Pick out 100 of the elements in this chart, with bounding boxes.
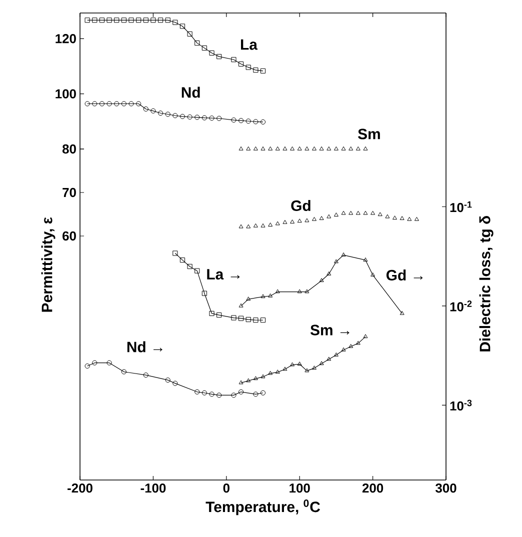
point — [202, 390, 207, 396]
point — [268, 370, 273, 375]
point — [282, 146, 288, 150]
point — [158, 110, 164, 116]
point — [99, 18, 104, 23]
point — [238, 316, 244, 321]
y-tick-label: 80 — [62, 144, 76, 154]
point — [209, 116, 214, 121]
point — [297, 362, 302, 366]
x-tick-label: -100 — [140, 484, 166, 493]
point — [106, 360, 112, 366]
point — [238, 389, 244, 394]
point — [172, 113, 178, 118]
point — [341, 252, 346, 256]
point — [231, 392, 236, 398]
y-tick-label: 60 — [62, 231, 76, 241]
point — [187, 31, 192, 36]
series-label: Nd → — [127, 341, 162, 352]
point — [194, 268, 200, 274]
point — [414, 216, 419, 221]
y2-axis-title: Dielectric loss, tg δ — [479, 216, 494, 352]
point — [172, 20, 178, 25]
point — [282, 366, 288, 371]
point — [407, 216, 412, 221]
point — [92, 360, 98, 366]
point — [260, 374, 266, 378]
point — [297, 218, 302, 223]
point — [216, 392, 222, 398]
point — [246, 378, 251, 382]
point — [84, 18, 90, 23]
point — [268, 222, 273, 227]
point — [209, 392, 214, 397]
point — [253, 376, 258, 380]
series-label: Sm → — [310, 324, 350, 336]
point — [238, 61, 244, 67]
point — [319, 361, 324, 366]
point — [356, 340, 360, 345]
point — [326, 356, 332, 361]
point — [92, 101, 98, 106]
point — [275, 370, 280, 374]
point — [246, 296, 251, 301]
point — [297, 289, 302, 294]
point — [341, 210, 346, 215]
point — [114, 18, 120, 23]
point — [385, 214, 390, 218]
point — [290, 146, 295, 150]
y2-tick-label: 10$^{-2}$ — [450, 300, 472, 312]
point — [304, 218, 310, 222]
point — [370, 272, 376, 276]
point — [363, 258, 368, 262]
point — [194, 114, 200, 120]
point — [114, 101, 120, 106]
y-tick-label: 70 — [62, 188, 76, 198]
point — [209, 50, 214, 56]
point — [312, 146, 316, 150]
point — [297, 146, 302, 150]
point — [180, 114, 186, 119]
point — [312, 216, 316, 221]
point — [150, 108, 156, 114]
point — [128, 101, 134, 106]
point — [246, 64, 251, 70]
point — [400, 216, 404, 220]
point — [165, 18, 170, 23]
series-label: Gd — [291, 200, 310, 211]
point — [238, 224, 244, 228]
x-tick-label: -200 — [68, 484, 92, 493]
point — [202, 115, 207, 120]
point — [378, 212, 382, 216]
point — [312, 366, 316, 370]
point — [238, 118, 244, 124]
point — [136, 101, 142, 106]
point — [275, 221, 280, 226]
point — [392, 216, 397, 220]
point — [238, 146, 244, 150]
point — [348, 210, 354, 215]
point — [356, 210, 360, 215]
point — [180, 258, 186, 263]
point — [290, 220, 295, 224]
point — [260, 318, 266, 323]
point — [260, 146, 266, 150]
point — [260, 68, 266, 74]
point — [216, 116, 222, 121]
point — [165, 378, 170, 383]
point — [216, 312, 222, 318]
y-tick-label: 100 — [56, 89, 76, 98]
point — [253, 223, 258, 228]
point — [187, 114, 192, 120]
point — [253, 392, 258, 397]
point — [143, 106, 148, 112]
point — [275, 289, 280, 294]
point — [370, 210, 376, 215]
point — [334, 146, 338, 150]
point — [260, 223, 266, 228]
point — [136, 18, 142, 23]
point — [290, 362, 295, 366]
y2-tick-label: 10$^{-3}$ — [450, 400, 472, 411]
point — [202, 45, 207, 51]
point — [319, 146, 324, 150]
point — [231, 117, 236, 123]
point — [194, 40, 200, 46]
